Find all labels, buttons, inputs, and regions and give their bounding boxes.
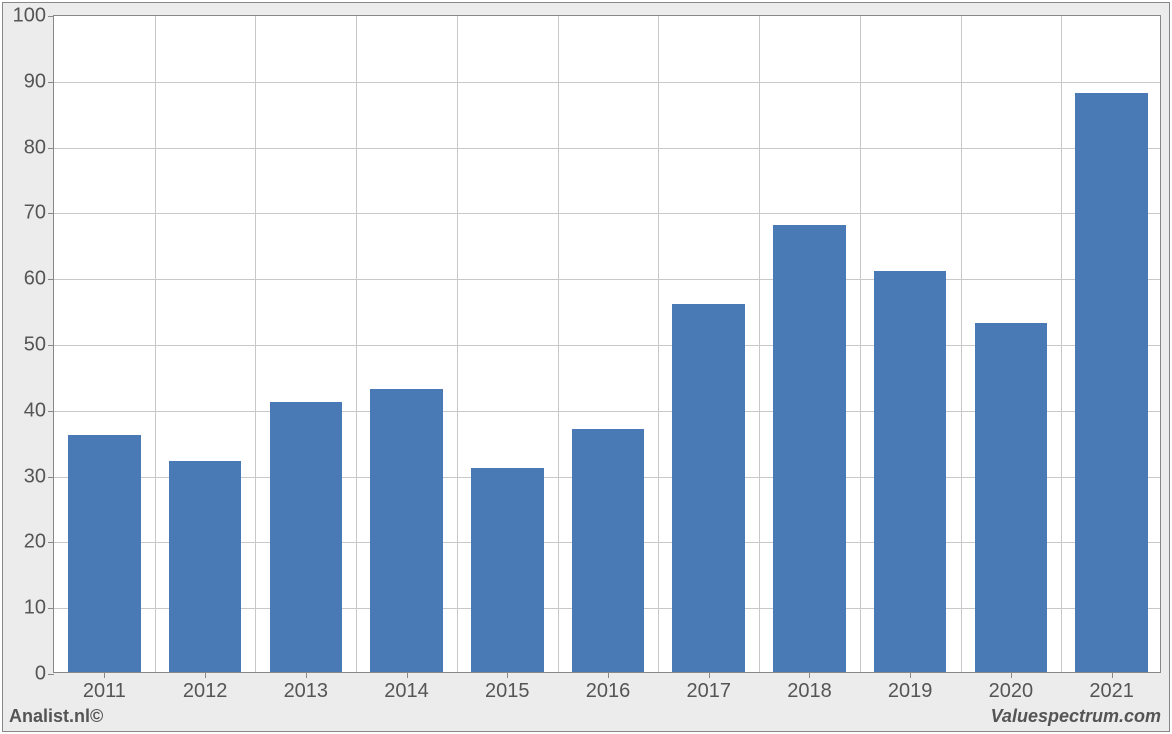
y-tick-label: 0 [35,663,46,686]
y-tick-mark [48,411,54,412]
plot-area: 0102030405060708090100201120122013201420… [53,15,1161,673]
y-tick-label: 50 [24,334,46,357]
x-tick-mark [1112,672,1113,678]
y-tick-label: 20 [24,531,46,554]
gridline-v [457,16,458,672]
bar [471,468,544,672]
gridline-v [255,16,256,672]
gridline-h [54,82,1160,83]
x-tick-label: 2011 [83,680,126,703]
y-tick-mark [48,345,54,346]
gridline-v [759,16,760,672]
x-tick-mark [608,672,609,678]
x-tick-label: 2015 [485,680,530,703]
bar [874,271,947,672]
x-tick-mark [709,672,710,678]
bar [68,435,141,672]
y-tick-label: 10 [24,597,46,620]
x-tick-mark [306,672,307,678]
gridline-v [558,16,559,672]
x-tick-label: 2013 [284,680,329,703]
x-tick-label: 2020 [989,680,1034,703]
x-tick-mark [809,672,810,678]
bar [270,402,343,672]
bar [975,323,1048,672]
bar [672,304,745,672]
bar [572,429,645,672]
bar [370,389,443,672]
x-tick-label: 2021 [1089,680,1134,703]
x-tick-mark [910,672,911,678]
gridline-v [961,16,962,672]
chart-frame: 0 10 20 30 40 50 60 70 80 90 100 2011 2012 2013 2014 20… [2,2,1170,732]
y-tick-mark [48,148,54,149]
footer-left: Analist.nl© [9,706,103,727]
x-tick-label: 2016 [586,680,631,703]
y-tick-mark [48,279,54,280]
y-tick-label: 60 [24,268,46,291]
y-tick-mark [48,82,54,83]
x-tick-label: 2019 [888,680,933,703]
x-tick-mark [507,672,508,678]
y-tick-label: 100 [13,5,46,28]
gridline-h [54,148,1160,149]
x-tick-mark [1011,672,1012,678]
gridline-v [658,16,659,672]
bar [169,461,242,672]
y-tick-mark [48,213,54,214]
y-tick-label: 80 [24,136,46,159]
y-tick-label: 40 [24,399,46,422]
x-tick-label: 2018 [787,680,832,703]
x-tick-mark [205,672,206,678]
x-tick-mark [407,672,408,678]
x-tick-label: 2012 [183,680,228,703]
x-tick-label: 2017 [686,680,731,703]
gridline-h [54,279,1160,280]
gridline-h [54,213,1160,214]
gridline-v [356,16,357,672]
bar [773,225,846,672]
x-tick-mark [104,672,105,678]
gridline-v [155,16,156,672]
gridline-v [1061,16,1062,672]
gridline-v [860,16,861,672]
y-tick-mark [48,16,54,17]
bar [1075,93,1148,672]
y-tick-label: 70 [24,202,46,225]
y-tick-label: 30 [24,465,46,488]
y-tick-mark [48,608,54,609]
y-tick-label: 90 [24,70,46,93]
footer-right: Valuespectrum.com [991,706,1161,727]
y-tick-mark [48,542,54,543]
y-tick-mark [48,674,54,675]
y-tick-mark [48,477,54,478]
x-tick-label: 2014 [384,680,429,703]
